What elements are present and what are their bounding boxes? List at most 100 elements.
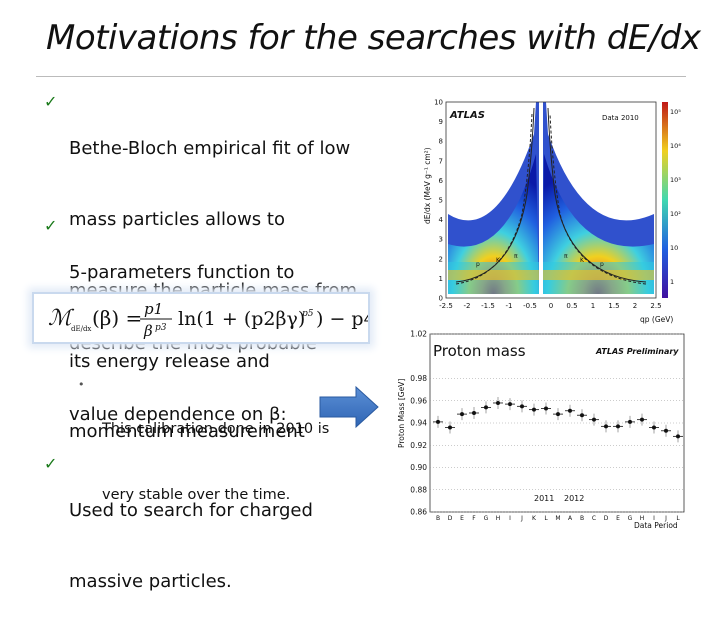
y-tick-label: 1	[439, 275, 443, 283]
x-tick-label: D	[448, 515, 453, 522]
z-tick-label: 10²	[670, 210, 681, 218]
x-tick-label: J	[664, 515, 667, 522]
x-tick-label: 1.5	[608, 302, 619, 310]
y-tick-label: 7	[439, 157, 443, 165]
x-tick-label: -1	[506, 302, 513, 310]
x-tick-label: E	[616, 515, 620, 522]
x-tick-label: 0.5	[566, 302, 577, 310]
formula-den: β	[143, 322, 153, 340]
y-tick-label: 5	[439, 197, 443, 205]
right-arrow-icon	[319, 385, 379, 429]
proton-mass-label: Proton mass	[433, 342, 526, 360]
bullet-dot: •	[78, 378, 85, 391]
formula-tail: ) − p4	[316, 308, 368, 330]
curve-label: K	[496, 257, 501, 264]
data-point	[556, 412, 560, 417]
y-tick-label: 6	[439, 177, 444, 185]
data-point	[616, 424, 620, 429]
formula-den-exp: p3	[155, 323, 167, 333]
atlas-label: ATLAS	[449, 110, 485, 121]
x-axis-label: qp (GeV)	[640, 315, 673, 324]
data-point	[532, 407, 536, 412]
curve-label: p	[600, 261, 604, 268]
title-divider	[36, 76, 686, 77]
formula-num: p1	[144, 300, 163, 318]
data-point	[652, 425, 656, 430]
data-point	[484, 405, 488, 410]
x-axis-label: Data Period	[634, 521, 678, 530]
check-icon: ✓	[44, 92, 58, 111]
x-tick-label: -0.5	[523, 302, 537, 310]
bullet-text: Used to search for charged massive parti…	[69, 500, 313, 592]
x-tick-label: H	[496, 515, 501, 522]
x-tick-label: E	[460, 515, 464, 522]
x-tick-label: D	[604, 515, 609, 522]
x-tick-label: 2	[633, 302, 637, 310]
data-point	[676, 434, 680, 439]
data-point	[628, 419, 632, 424]
data-point	[568, 408, 572, 413]
x-tick-label: -2	[464, 302, 471, 310]
x-tick-label: G	[484, 515, 489, 522]
data-point	[472, 410, 476, 415]
y-tick-label: 0.88	[410, 485, 427, 494]
x-tick-label: L	[544, 515, 548, 522]
y-tick-label: 0.90	[410, 463, 427, 472]
x-tick-label: B	[580, 515, 584, 522]
y-tick-label: 1.02	[410, 330, 427, 339]
data-point	[544, 406, 548, 411]
y-tick-label: 0.94	[410, 419, 427, 428]
formula-sub: dE/dx	[71, 325, 91, 333]
x-tick-label: -2.5	[439, 302, 453, 310]
data-point	[520, 404, 524, 409]
x-tick-label: G	[628, 515, 633, 522]
bethe-bloch-formula: ℳ dE/dx (β) = p1 β p3 ln(1 + (p2βγ) p5 )…	[32, 292, 376, 344]
x-tick-label: J	[520, 515, 523, 522]
legend-label: Data 2010	[602, 114, 639, 122]
y-tick-label: 0.98	[410, 374, 427, 383]
x-tick-label: C	[592, 515, 596, 522]
z-tick-label: 1	[670, 278, 674, 286]
data-point	[460, 412, 464, 417]
formula-lhs: ℳ	[48, 306, 75, 331]
y-axis-label: dE/dx (MeV g⁻¹ cm²)	[423, 147, 432, 224]
z-tick-label: 10⁴	[670, 142, 681, 150]
y-tick-label: 2	[439, 255, 443, 263]
formula-body: (β) =	[92, 306, 142, 330]
x-tick-label: F	[472, 515, 476, 522]
x-tick-label: -1.5	[481, 302, 495, 310]
y-tick-label: 0.92	[410, 441, 427, 450]
data-point	[592, 417, 596, 422]
x-tick-label: B	[436, 515, 440, 522]
year-label: 2012	[564, 494, 584, 503]
check-icon: ✓	[44, 216, 58, 235]
x-tick-label: I	[509, 515, 511, 522]
formula-ln: ln(1 + (p2βγ)	[178, 308, 305, 330]
data-point	[580, 413, 584, 418]
year-label: 2011	[534, 494, 554, 503]
slide-title: Motivations for the searches with dE/dx	[46, 18, 701, 58]
curve-label: p	[476, 261, 480, 268]
check-icon: ✓	[44, 454, 58, 473]
sub-bullet-text: This calibration done in 2010 is very st…	[102, 421, 330, 503]
y-tick-label: 3	[439, 236, 443, 244]
y-tick-label: 0.86	[410, 508, 427, 517]
z-tick-label: 10⁵	[670, 108, 681, 116]
dedx-histogram: π K p π K p ATLAS Data 2010 109876543210…	[423, 99, 681, 325]
curve-label: π	[564, 253, 568, 260]
data-point	[448, 425, 452, 430]
y-tick-label: 4	[439, 216, 444, 224]
y-tick-label: 10	[434, 99, 443, 107]
data-point	[496, 400, 500, 405]
data-point	[604, 424, 608, 429]
atlas-preliminary-label: ATLAS Preliminary	[595, 347, 679, 356]
x-tick-label: L	[676, 515, 680, 522]
y-axis-label: Proton Mass [GeV]	[397, 379, 406, 448]
x-tick-label: A	[568, 515, 573, 522]
curve-label: π	[514, 253, 518, 260]
x-tick-label: M	[555, 515, 560, 522]
data-point	[664, 428, 668, 433]
formula-p5: p5	[302, 309, 314, 319]
y-tick-label: 0.96	[410, 396, 427, 405]
